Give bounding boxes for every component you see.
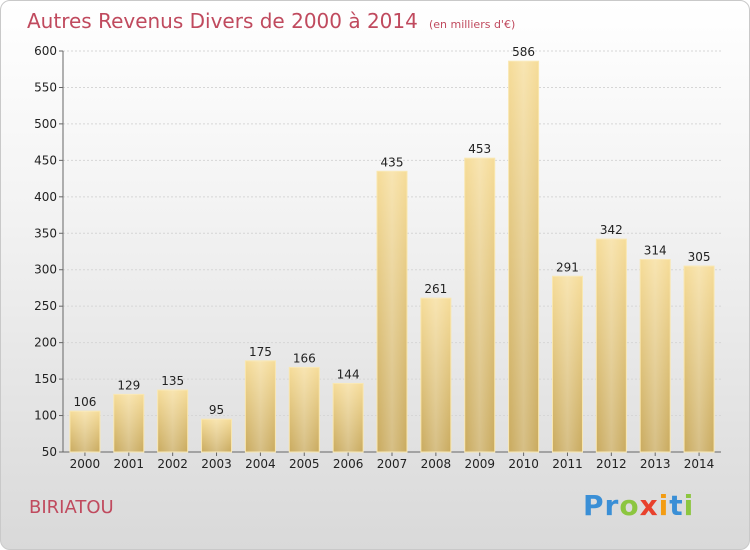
x-tick-label-2013: 2013 (640, 457, 671, 471)
y-tick-label-300: 300 (34, 263, 57, 277)
bar-sheen-2004 (245, 360, 276, 452)
value-label-2013: 314 (644, 244, 667, 258)
bar-sheen-2002 (157, 390, 188, 452)
y-tick-label-150: 150 (34, 372, 57, 386)
proxiti-logo: Proxiti (583, 489, 695, 522)
commune-name: BIRIATOU (29, 497, 114, 518)
x-tick-label-2006: 2006 (333, 457, 364, 471)
y-tick-label-550: 550 (34, 80, 57, 94)
x-tick-label-2001: 2001 (114, 457, 145, 471)
value-label-2001: 129 (117, 378, 140, 392)
bar-sheen-2003 (201, 419, 232, 452)
bar-sheen-2011 (552, 276, 583, 452)
value-label-2008: 261 (424, 282, 447, 296)
y-tick-label-450: 450 (34, 153, 57, 167)
bar-sheen-2000 (69, 411, 100, 452)
bar-sheen-2006 (333, 383, 364, 452)
y-tick-label-600: 600 (34, 44, 57, 58)
value-label-2000: 106 (73, 395, 96, 409)
x-tick-label-2000: 2000 (70, 457, 101, 471)
bar-sheen-2007 (377, 171, 407, 453)
chart-subtitle: (en milliers d'€) (428, 18, 516, 31)
x-tick-label-2011: 2011 (552, 457, 583, 471)
y-tick-label-100: 100 (34, 409, 57, 423)
y-tick-label-50: 50 (42, 445, 57, 459)
x-tick-label-2005: 2005 (289, 457, 320, 471)
value-label-2009: 453 (468, 142, 491, 156)
x-tick-label-2014: 2014 (684, 457, 715, 471)
value-label-2012: 342 (600, 223, 623, 237)
value-label-2003: 95 (209, 403, 224, 417)
x-tick-label-2002: 2002 (157, 457, 188, 471)
value-label-2006: 144 (337, 367, 360, 381)
x-tick-label-2003: 2003 (201, 457, 232, 471)
x-tick-label-2004: 2004 (245, 457, 276, 471)
bar-sheen-2009 (464, 158, 495, 452)
y-tick-label-400: 400 (34, 190, 57, 204)
value-label-2002: 135 (161, 374, 184, 388)
chart-title: Autres Revenus Divers de 2000 à 2014 (27, 9, 418, 33)
x-tick-label-2012: 2012 (596, 457, 627, 471)
bar-sheen-2001 (113, 394, 144, 452)
y-tick-label-350: 350 (34, 226, 57, 240)
y-tick-label-250: 250 (34, 299, 57, 313)
value-label-2005: 166 (293, 351, 316, 365)
y-tick-label-500: 500 (34, 117, 57, 131)
bar-sheen-2005 (289, 367, 320, 452)
chart-title-block: Autres Revenus Divers de 2000 à 2014 (en… (27, 9, 515, 33)
bar-sheen-2013 (640, 259, 671, 452)
value-label-2010: 586 (512, 45, 535, 59)
value-label-2004: 175 (249, 345, 272, 359)
value-label-2011: 291 (556, 260, 579, 274)
bar-sheen-2012 (596, 239, 627, 452)
x-tick-label-2007: 2007 (377, 457, 408, 471)
value-label-2007: 435 (381, 155, 404, 169)
bar-sheen-2008 (420, 298, 451, 452)
x-tick-label-2009: 2009 (464, 457, 495, 471)
x-tick-label-2010: 2010 (508, 457, 539, 471)
y-tick-label-200: 200 (34, 336, 57, 350)
x-tick-label-2008: 2008 (421, 457, 452, 471)
value-label-2014: 305 (688, 250, 711, 264)
bar-sheen-2014 (684, 266, 715, 452)
bar-sheen-2010 (508, 61, 539, 452)
